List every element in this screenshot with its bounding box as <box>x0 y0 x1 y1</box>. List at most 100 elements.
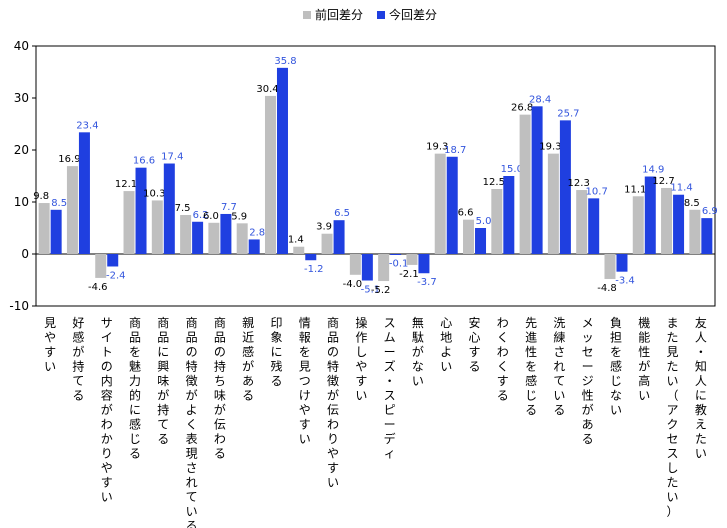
bar-current <box>475 228 487 254</box>
bar-current <box>673 194 685 254</box>
category-label: 情報を見つけやすい <box>299 316 311 446</box>
data-label-current: 10.7 <box>586 186 608 197</box>
bar-current <box>248 239 260 254</box>
data-label-current: 35.8 <box>274 56 296 67</box>
bar-previous <box>547 153 559 254</box>
bar-previous <box>151 200 163 254</box>
data-label-previous: 12.5 <box>483 177 505 188</box>
bar-current <box>503 176 515 254</box>
category-label: 負担を感じない <box>610 316 622 417</box>
category-label: わくわくする <box>497 316 509 403</box>
data-label-previous: 12.3 <box>568 178 590 189</box>
bar-current <box>644 176 656 254</box>
legend-swatch-previous <box>303 10 311 19</box>
data-label-previous: -4.6 <box>88 282 108 293</box>
bar-current <box>418 254 430 274</box>
data-label-current: 18.7 <box>444 145 466 156</box>
bar-previous <box>689 209 701 254</box>
bar-current <box>446 156 458 254</box>
category-label: 心地よい <box>440 316 452 374</box>
data-label-current: 17.4 <box>161 152 183 163</box>
data-label-previous: 12.7 <box>652 176 674 187</box>
bar-current <box>390 254 402 255</box>
data-label-current: -1.2 <box>304 264 324 275</box>
category-label: また見たい（アクセスしたい） <box>667 316 679 519</box>
category-label: 友人・知人に教えたい <box>695 316 707 461</box>
bar-current <box>616 254 628 272</box>
bar-previous <box>180 215 192 254</box>
category-label: 商品の特徴がよく表現されている <box>186 315 198 528</box>
legend-label-current: 今回差分 <box>389 8 438 22</box>
data-label-current: -5.1 <box>361 285 381 296</box>
y-tick-label: 0 <box>21 247 29 261</box>
data-label-previous: 7.5 <box>175 203 191 214</box>
category-label: 好感が持てる <box>72 316 84 403</box>
data-label-previous: 6.0 <box>203 211 219 222</box>
legend-swatch-current <box>377 10 386 19</box>
category-label: スムーズ・スピーディ <box>384 316 396 461</box>
bar-current <box>135 167 147 254</box>
bar-previous <box>349 254 361 275</box>
data-label-current: 15.0 <box>501 164 523 175</box>
data-label-current: 8.5 <box>51 198 67 209</box>
bar-current <box>107 254 119 267</box>
category-label: 商品の特徴が伝わりやすい <box>327 315 339 490</box>
bar-current <box>559 120 571 254</box>
category-label: 商品に興味が持てる <box>157 315 169 446</box>
data-label-previous: -4.0 <box>343 279 363 290</box>
data-label-previous: 19.3 <box>426 142 448 153</box>
bar-current <box>361 254 373 281</box>
bar-previous <box>604 254 616 279</box>
category-label: サイトの内容がわかりやすい <box>101 316 113 504</box>
data-label-current: 16.6 <box>133 156 155 167</box>
data-label-previous: 30.4 <box>256 84 278 95</box>
bar-previous <box>38 203 50 254</box>
data-label-previous: 1.4 <box>288 235 304 246</box>
bar-current <box>163 163 175 254</box>
data-label-previous: 26.8 <box>511 103 533 114</box>
data-label-previous: 5.9 <box>231 211 247 222</box>
bar-previous <box>236 223 248 254</box>
data-label-previous: 6.6 <box>458 208 474 219</box>
bar-previous <box>321 233 333 254</box>
bar-previous <box>293 246 305 254</box>
bar-current <box>701 218 713 254</box>
data-label-current: 25.7 <box>557 108 579 119</box>
category-label: 見やすい <box>44 316 56 374</box>
data-label-current: 7.7 <box>221 202 237 213</box>
legend-item-previous: 前回差分 <box>303 6 363 23</box>
category-label: 先進性を感じる <box>525 316 537 417</box>
category-label: 操作しやすい <box>355 315 367 403</box>
bar-previous <box>491 189 503 254</box>
bar-current <box>78 132 90 254</box>
bar-previous <box>66 166 78 254</box>
bar-previous <box>264 95 276 254</box>
data-label-current: 11.4 <box>670 183 692 194</box>
data-label-current: 2.8 <box>249 227 265 238</box>
y-tick-label: 10 <box>14 195 29 209</box>
data-label-current: 6.9 <box>702 206 718 217</box>
data-label-current: 28.4 <box>529 94 551 105</box>
data-label-previous: 8.5 <box>684 198 700 209</box>
data-label-current: 14.9 <box>642 165 664 176</box>
bar-current <box>531 106 543 254</box>
bar-current <box>305 254 317 261</box>
legend-item-current: 今回差分 <box>377 6 437 23</box>
category-label: 機能性が高い <box>638 315 650 403</box>
y-tick-label: 20 <box>14 143 29 157</box>
bar-previous <box>463 219 475 254</box>
bar-previous <box>123 191 135 254</box>
bar-previous <box>661 187 673 254</box>
category-label: 親近感がある <box>242 316 254 403</box>
data-label-previous: 19.3 <box>539 142 561 153</box>
data-label-current: -3.4 <box>615 276 635 287</box>
data-label-current: -0.1 <box>389 259 409 270</box>
data-label-previous: 3.9 <box>316 222 332 233</box>
data-label-previous: 16.9 <box>58 154 80 165</box>
y-tick-label: 30 <box>14 91 29 105</box>
y-tick-label: -10 <box>9 299 29 313</box>
legend: 前回差分 今回差分 <box>303 6 437 23</box>
bar-previous <box>378 254 390 282</box>
legend-label-previous: 前回差分 <box>315 8 364 22</box>
